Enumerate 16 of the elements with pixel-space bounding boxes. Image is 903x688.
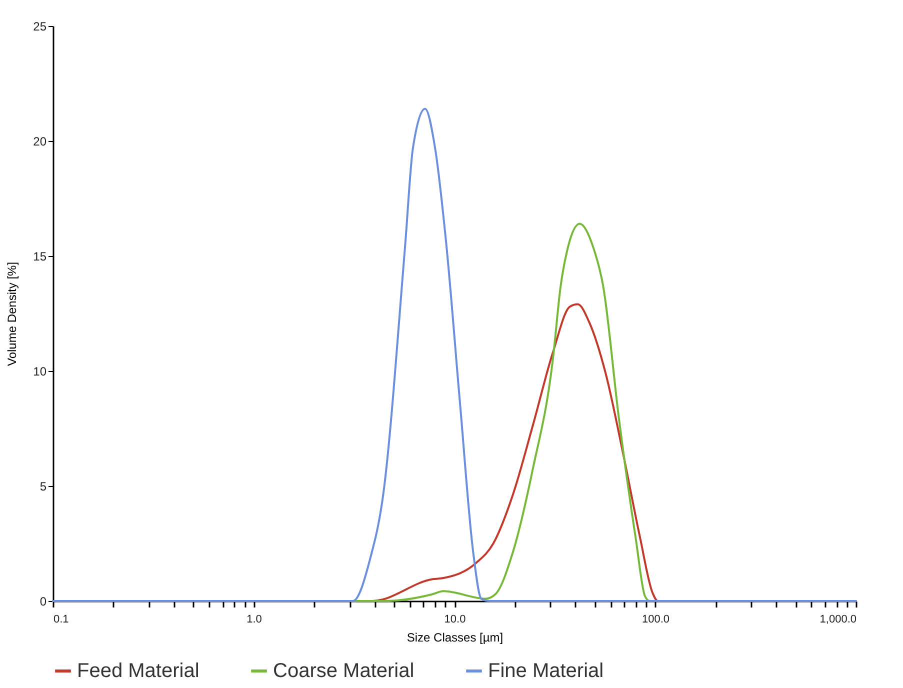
y-tick-label: 5: [40, 480, 47, 494]
y-tick-label: 0: [40, 594, 47, 608]
y-axis-title: Volume Density [%]: [5, 262, 20, 366]
x-tick-label: 0.1: [54, 614, 69, 626]
legend-label: Feed Material: [77, 660, 200, 682]
x-tick-label: 100.0: [642, 614, 670, 626]
y-tick-label: 25: [33, 20, 47, 34]
y-tick-label: 10: [33, 364, 47, 378]
y-tick-label: 15: [33, 250, 47, 264]
legend-label: Coarse Material: [273, 660, 414, 682]
x-tick-label: 1,000.0: [820, 614, 856, 626]
y-tick-label: 20: [33, 134, 47, 148]
x-axis-title: Size Classes [µm]: [406, 630, 504, 644]
x-tick-label: 1.0: [246, 614, 262, 626]
x-tick-label: 10.0: [444, 614, 466, 626]
legend-label: Fine Material: [488, 660, 604, 682]
